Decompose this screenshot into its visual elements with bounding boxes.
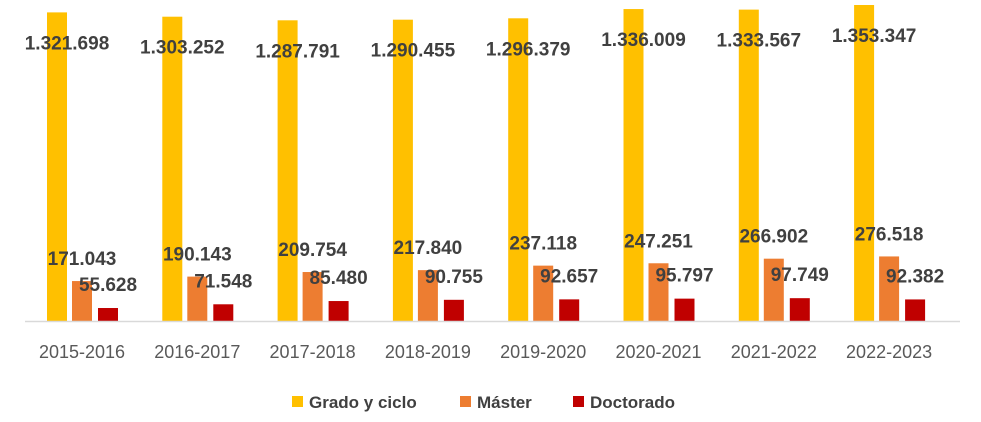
data-label: 1.336.009 xyxy=(601,30,686,51)
x-tick-label: 2017-2018 xyxy=(270,342,356,362)
bar-máster xyxy=(417,270,438,321)
legend-swatch xyxy=(292,396,303,407)
data-label: 92.382 xyxy=(886,266,944,287)
bar-doctorado xyxy=(789,298,810,321)
data-label: 190.143 xyxy=(163,245,232,266)
data-label: 1.353.347 xyxy=(832,26,917,47)
bar-máster xyxy=(879,256,900,321)
x-tick-label: 2020-2021 xyxy=(615,342,701,362)
x-tick-label: 2018-2019 xyxy=(385,342,471,362)
bar-grado-y-ciclo xyxy=(162,16,183,322)
bar-máster xyxy=(648,263,669,321)
data-label: 1.303.252 xyxy=(140,38,225,59)
bar-doctorado xyxy=(674,298,695,321)
data-label: 71.548 xyxy=(194,271,252,292)
bar-doctorado xyxy=(98,308,118,321)
data-label: 217.840 xyxy=(394,238,463,259)
data-label: 247.251 xyxy=(624,231,693,252)
legend-label: Máster xyxy=(477,393,532,412)
bar-doctorado xyxy=(443,299,464,321)
bar-máster xyxy=(302,272,323,321)
x-tick-label: 2019-2020 xyxy=(500,342,586,362)
bar-doctorado xyxy=(559,299,580,321)
legend-label: Doctorado xyxy=(590,393,675,412)
x-tick-label: 2016-2017 xyxy=(154,342,240,362)
legend-swatch xyxy=(460,396,471,407)
x-tick-label: 2021-2022 xyxy=(731,342,817,362)
bar-máster xyxy=(533,265,554,321)
data-label: 55.628 xyxy=(79,275,137,296)
bar-doctorado xyxy=(905,299,926,321)
data-label: 171.043 xyxy=(48,249,117,270)
bar-máster xyxy=(187,276,208,321)
data-label: 97.749 xyxy=(771,265,829,286)
bar-máster xyxy=(72,281,92,321)
data-label: 85.480 xyxy=(310,268,368,289)
bar-grado-y-ciclo xyxy=(47,12,67,321)
bar-doctorado xyxy=(328,301,349,321)
legend-label: Grado y ciclo xyxy=(309,393,417,412)
bar-grado-y-ciclo xyxy=(738,9,759,322)
legend-swatch xyxy=(573,396,584,407)
bar-máster xyxy=(763,258,784,321)
data-label: 276.518 xyxy=(855,224,924,245)
bar-grado-y-ciclo xyxy=(392,19,413,322)
bar-grado-y-ciclo xyxy=(277,20,298,322)
bar-doctorado xyxy=(213,304,234,321)
data-label: 237.118 xyxy=(509,234,577,255)
data-label: 90.755 xyxy=(425,267,484,288)
data-label: 1.287.791 xyxy=(255,41,340,62)
bar-grado-y-ciclo xyxy=(623,9,644,321)
x-tick-label: 2015-2016 xyxy=(39,342,125,362)
data-label: 209.754 xyxy=(278,240,347,261)
data-label: 1.296.379 xyxy=(486,39,571,60)
bar-grado-y-ciclo xyxy=(854,5,875,321)
data-label: 92.657 xyxy=(540,266,598,287)
data-label: 1.290.455 xyxy=(371,41,456,62)
data-label: 266.902 xyxy=(739,227,808,248)
data-label: 95.797 xyxy=(655,266,713,287)
data-label: 1.321.698 xyxy=(25,33,110,54)
bar-grado-y-ciclo xyxy=(508,18,529,321)
data-label: 1.333.567 xyxy=(717,31,802,52)
x-tick-label: 2022-2023 xyxy=(846,342,932,362)
